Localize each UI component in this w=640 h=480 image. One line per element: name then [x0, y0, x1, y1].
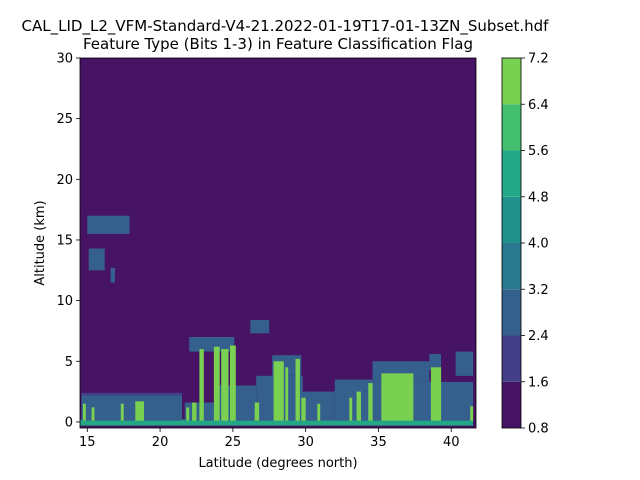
y-tick-label: 20: [56, 173, 73, 188]
feature-cell: [82, 403, 86, 421]
colorbar-band: [502, 289, 521, 336]
colorbar-band: [502, 243, 521, 290]
feature-cell: [81, 392, 182, 396]
colorbar-band: [502, 196, 521, 244]
feature-cell: [250, 320, 270, 334]
feature-cell: [199, 349, 204, 421]
feature-cell: [301, 397, 306, 421]
feature-cell: [189, 337, 235, 352]
colorbar-tick-label: 2.4: [528, 329, 549, 344]
feature-cell: [221, 349, 229, 421]
x-tick-label: 40: [443, 435, 460, 450]
colorbar-band: [502, 58, 521, 105]
x-axis: 15 20 25 30 35 40: [79, 428, 460, 450]
x-tick-label: 25: [225, 435, 242, 450]
feature-cell: [356, 391, 361, 421]
feature-layer: [80, 215, 474, 426]
feature-cell: [285, 367, 289, 421]
feature-cell: [186, 407, 190, 421]
y-tick-label: 5: [65, 355, 73, 370]
y-tick-label: 15: [56, 233, 73, 248]
colorbar-ticks: 0.8 1.6 2.4 3.2 4.0 4.8 5.6 6.4 7.2: [521, 52, 549, 437]
feature-cell: [368, 383, 373, 421]
x-axis-label: Latitude (degrees north): [198, 456, 357, 471]
feature-cell: [213, 346, 220, 421]
feature-cell: [455, 351, 474, 376]
feature-cell: [295, 358, 300, 421]
x-tick-label: 15: [79, 435, 96, 450]
feature-cell: [110, 267, 115, 283]
feature-cell: [91, 407, 95, 421]
feature-cell: [317, 403, 321, 421]
y-tick-label: 25: [56, 112, 73, 127]
colorbar-tick-label: 0.8: [528, 422, 549, 437]
x-tick-label: 35: [370, 435, 387, 450]
y-axis: 0 5 10 15 20 25 30: [56, 52, 80, 430]
feature-cell: [88, 248, 105, 271]
feature-cell: [81, 395, 182, 421]
colorbar-band: [502, 150, 521, 197]
y-tick-label: 30: [56, 52, 73, 67]
colorbar-tick-label: 4.8: [528, 190, 549, 205]
feature-cell: [470, 406, 474, 421]
feature-cell: [430, 367, 442, 421]
feature-cell: [254, 402, 260, 421]
feature-cell: [87, 215, 130, 234]
plot-frame: [79, 57, 477, 429]
colorbar-tick-label: 3.2: [528, 283, 549, 298]
colorbar-tick-label: 5.6: [528, 144, 549, 159]
feature-cell: [381, 373, 414, 421]
y-axis-label: Altitude (km): [33, 200, 48, 285]
feature-cell: [80, 419, 474, 426]
feature-cell: [120, 403, 124, 421]
colorbar-tick-label: 6.4: [528, 98, 549, 113]
feature-cell: [334, 379, 373, 421]
colorbar: 0.8 1.6 2.4 3.2 4.0 4.8 5.6 6.4 7.2: [501, 52, 549, 437]
colorbar-tick-label: 4.0: [528, 237, 549, 252]
feature-cell: [429, 354, 441, 370]
feature-cell: [349, 397, 353, 421]
colorbar-tick-label: 1.6: [528, 375, 549, 390]
chart-subtitle: Feature Type (Bits 1-3) in Feature Class…: [83, 35, 473, 53]
plot-area: [79, 57, 477, 429]
colorbar-band: [502, 381, 521, 429]
feature-cell: [273, 361, 284, 421]
x-tick-label: 30: [297, 435, 314, 450]
chart-title: CAL_LID_L2_VFM-Standard-V4-21.2022-01-19…: [22, 17, 550, 36]
feature-cell: [192, 402, 197, 421]
y-tick-label: 0: [65, 415, 73, 430]
colorbar-band: [502, 335, 521, 382]
y-tick-label: 10: [56, 294, 73, 309]
colorbar-tick-label: 7.2: [528, 52, 549, 67]
x-tick-label: 20: [152, 435, 169, 450]
colorbar-band: [502, 104, 521, 151]
feature-cell: [230, 345, 236, 421]
feature-cell: [135, 401, 144, 421]
colorbar-bands: [502, 58, 521, 429]
